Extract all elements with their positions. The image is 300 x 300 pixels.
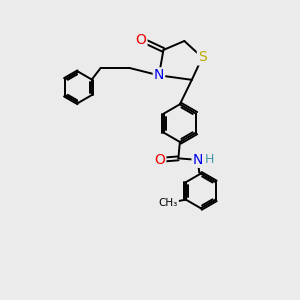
Text: N: N [193, 153, 203, 167]
Text: H: H [204, 153, 214, 167]
Text: CH₃: CH₃ [159, 198, 178, 208]
Text: S: S [198, 50, 207, 64]
Text: O: O [136, 32, 146, 46]
Text: N: N [154, 68, 164, 82]
Text: O: O [154, 153, 165, 167]
